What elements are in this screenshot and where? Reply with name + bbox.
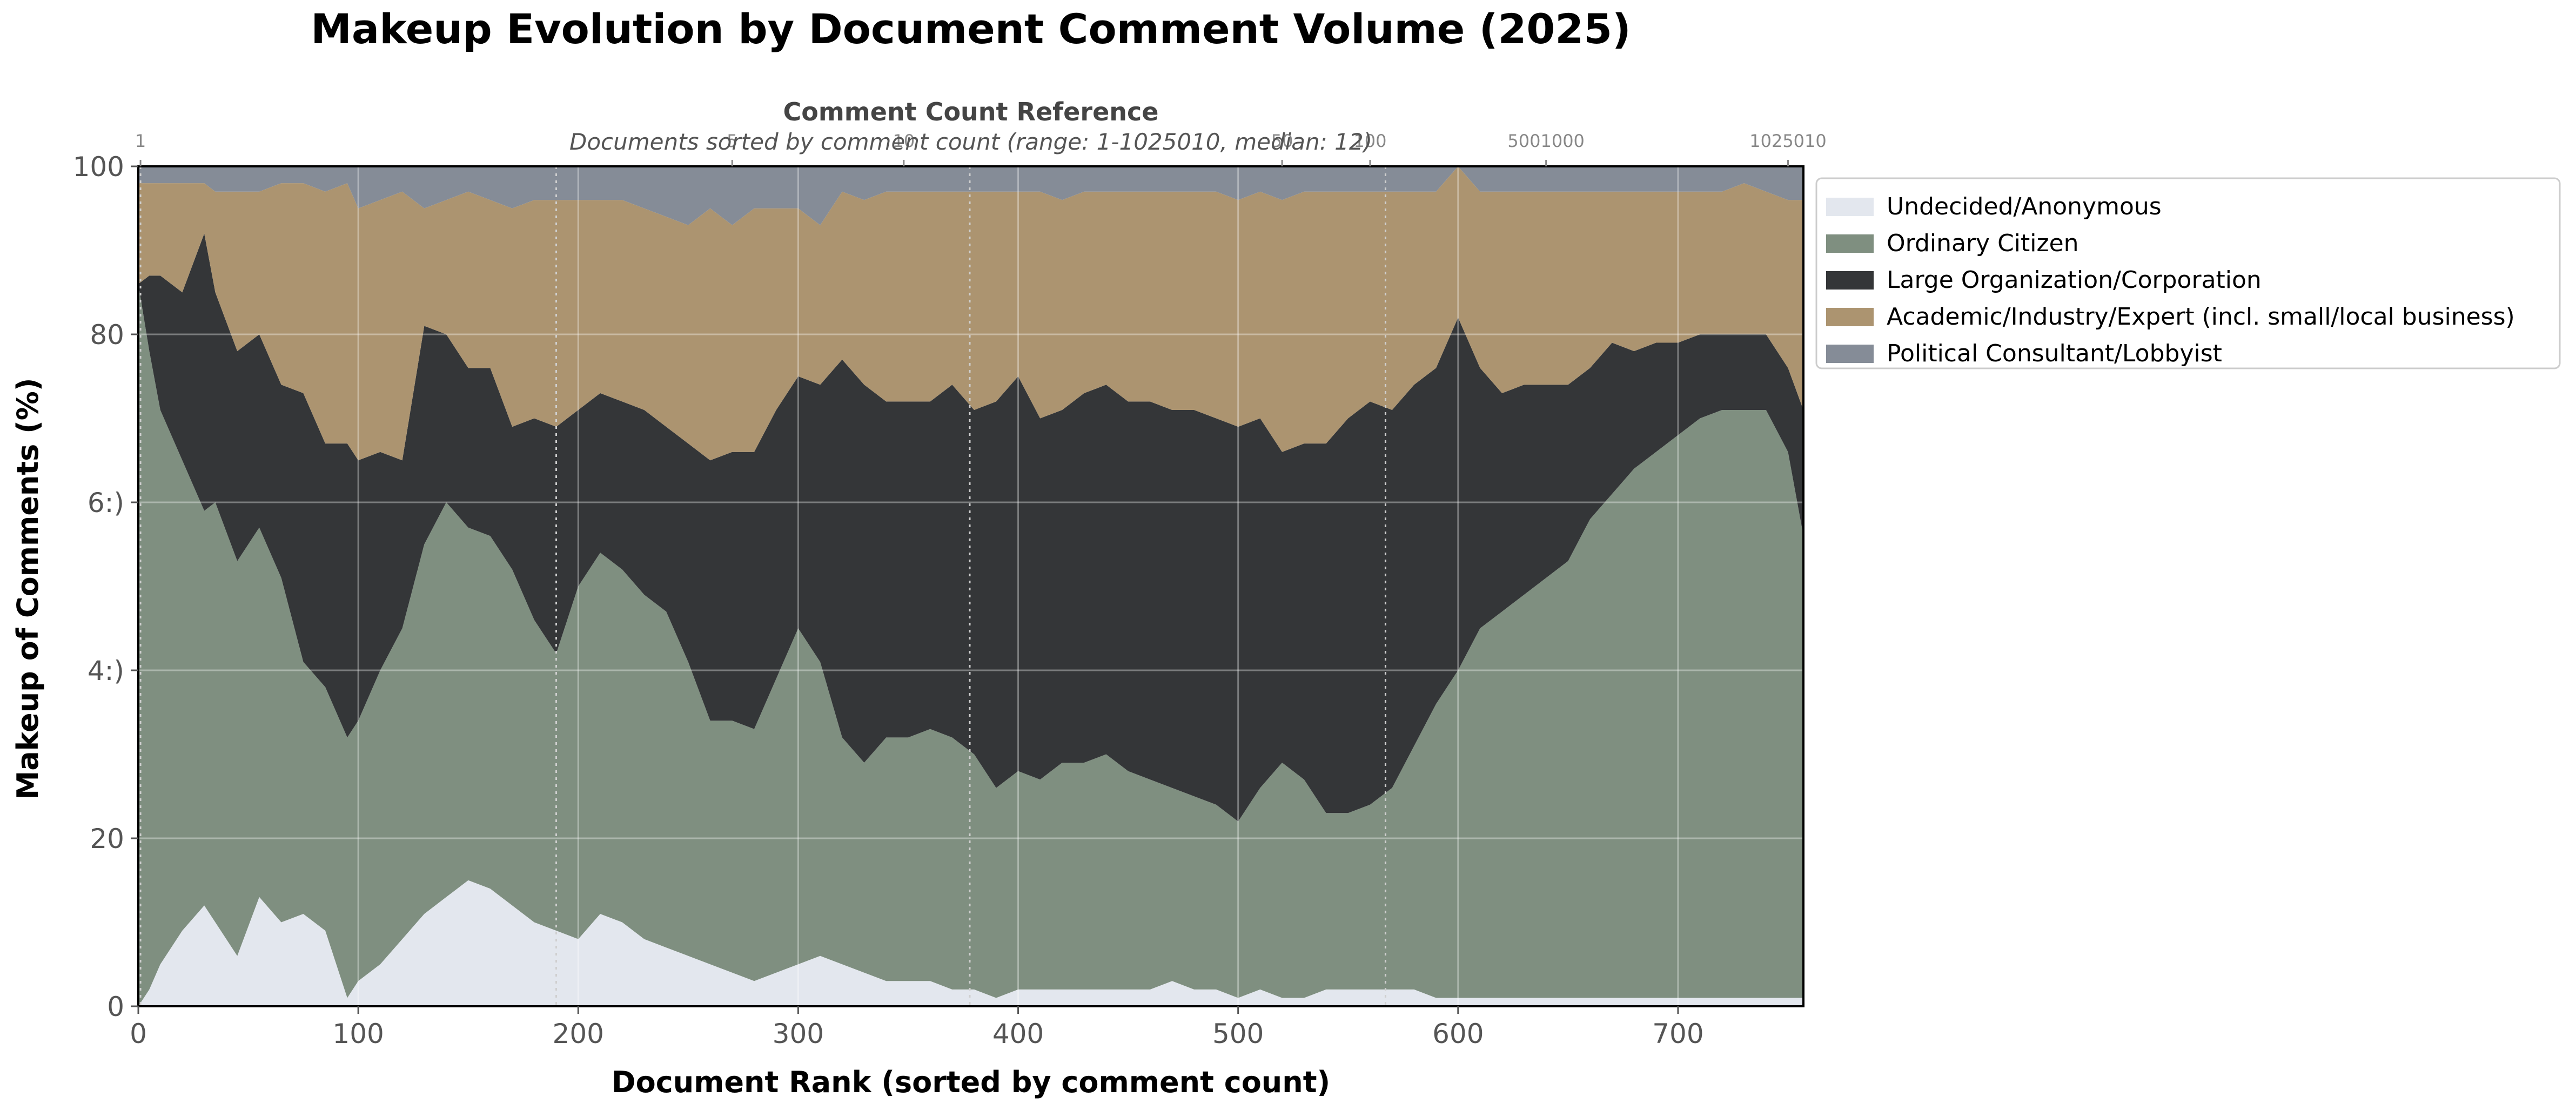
x-tick-label-2: 200 [553, 1018, 604, 1049]
legend: Undecided/Anonymous Ordinary Citizen Large… [1815, 177, 2561, 369]
x-tick-label-0: 0 [130, 1018, 147, 1049]
area-series-0 [138, 880, 1803, 1006]
x-tick-label-7: 700 [1652, 1018, 1703, 1049]
legend-label-1: Ordinary Citizen [1887, 230, 2079, 257]
x-tick-label-5: 500 [1212, 1018, 1264, 1049]
y-axis-label: Makeup of Comments (%) [11, 378, 45, 799]
legend-label-4: Political Consultant/Lobbyist [1887, 340, 2222, 367]
y-tick-label-3: 6:) [88, 487, 124, 519]
x-tick-label-1: 100 [332, 1018, 384, 1049]
y-tick-label-0: 0 [107, 991, 124, 1022]
chart-title: Makeup Evolution by Document Comment Vol… [311, 5, 1631, 53]
y-tick-label-1: 20 [90, 823, 124, 854]
top-tick-label-5: 5001000 [1507, 131, 1585, 151]
legend-swatch-4 [1826, 345, 1874, 363]
top-axis-title: Comment Count Reference [783, 97, 1159, 126]
legend-swatch-1 [1826, 234, 1874, 253]
area-series-3 [138, 166, 1803, 461]
top-tick-label-2: 10 [893, 131, 915, 151]
area-series-4 [138, 166, 1803, 225]
top-tick-label-4: 100 [1353, 131, 1386, 151]
area-series-2 [138, 233, 1803, 822]
y-tick-label-5: 100 [73, 151, 124, 183]
top-tick-label-1: 5 [727, 131, 737, 151]
x-tick-label-4: 400 [992, 1018, 1044, 1049]
plot-frame [137, 165, 1804, 1007]
top-tick-label-0: 1 [135, 131, 146, 151]
legend-box [1815, 177, 2561, 369]
x-axis-label: Document Rank (sorted by comment count) [612, 1065, 1330, 1099]
top-tick-label-3: 50 [1271, 131, 1293, 151]
legend-label-0: Undecided/Anonymous [1887, 193, 2162, 220]
x-tick-label-3: 300 [773, 1018, 824, 1049]
top-tick-label-6: 1025010 [1749, 131, 1827, 151]
legend-swatch-3 [1826, 308, 1874, 326]
y-tick-label-2: 4:) [88, 655, 124, 687]
legend-label-3: Academic/Industry/Expert (incl. small/lo… [1887, 303, 2515, 331]
x-tick-label-6: 600 [1432, 1018, 1484, 1049]
legend-swatch-2 [1826, 271, 1874, 290]
top-axis-subtitle: Documents sorted by comment count (range… [569, 129, 1372, 155]
y-tick-label-4: 80 [90, 319, 124, 351]
area-series-1 [138, 284, 1803, 1007]
legend-label-2: Large Organization/Corporation [1887, 266, 2262, 294]
legend-swatch-0 [1826, 198, 1874, 216]
plot-area: 0 100 200 300 400 500 600 700 0 20 4:) 6:) 80 100 1 5 10… [73, 131, 1827, 1049]
